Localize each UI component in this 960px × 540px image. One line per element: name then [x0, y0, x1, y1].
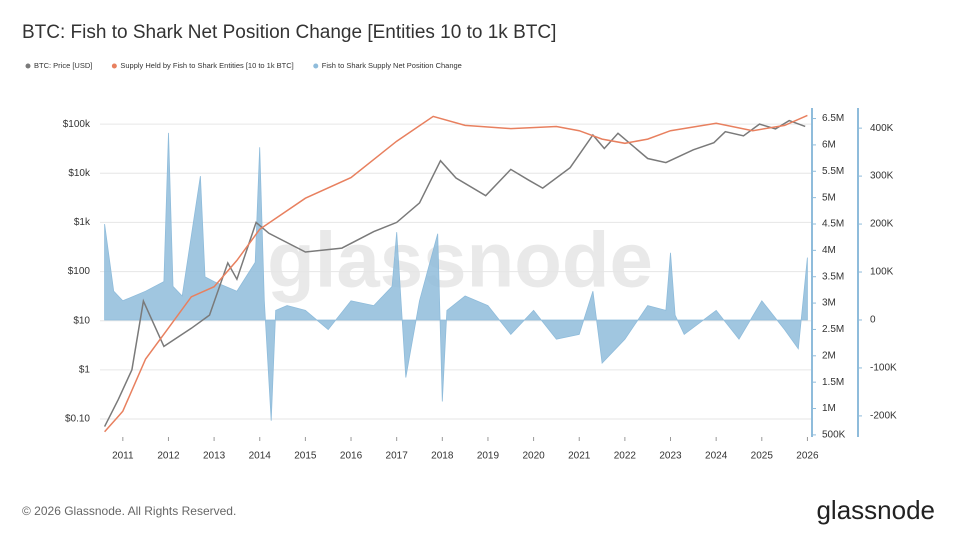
x-tick-label: 2023	[659, 451, 682, 462]
x-tick-label: 2012	[157, 451, 180, 462]
y2-tick-label: 2.5M	[822, 324, 844, 335]
y-tick-label: $1k	[74, 217, 91, 228]
y-tick-label: $10k	[68, 168, 91, 179]
y2-tick-label: 4.5M	[822, 219, 844, 230]
x-tick-label: 2011	[112, 451, 134, 462]
y3-tick-label: -100K	[870, 363, 897, 374]
x-tick-label: 2020	[522, 451, 545, 462]
x-tick-label: 2014	[249, 451, 272, 462]
y-tick-label: $100k	[63, 119, 91, 130]
y-tick-label: $10	[73, 315, 90, 326]
y-tick-label: $100	[68, 266, 91, 277]
y-tick-label: $1	[79, 364, 91, 375]
x-tick-label: 2019	[477, 451, 500, 462]
series-line	[103, 119, 806, 427]
legend-label: Supply Held by Fish to Shark Entities [1…	[120, 61, 293, 70]
y2-tick-label: 1M	[822, 403, 836, 414]
x-tick-label: 2018	[431, 451, 454, 462]
legend-swatch	[25, 63, 31, 69]
legend-label: BTC: Price [USD]	[34, 61, 92, 70]
y2-tick-label: 3M	[822, 298, 836, 309]
y3-tick-label: 300K	[870, 171, 894, 182]
x-tick-label: 2017	[386, 451, 409, 462]
legend-label: Fish to Shark Supply Net Position Change	[322, 61, 462, 70]
y3-tick-label: 0	[870, 315, 876, 326]
y3-tick-label: 200K	[870, 219, 894, 230]
y2-tick-label: 3.5M	[822, 271, 844, 282]
y2-tick-label: 5.5M	[822, 166, 844, 177]
y3-tick-label: 100K	[870, 267, 894, 278]
x-tick-label: 2021	[568, 451, 591, 462]
y2-tick-label: 1.5M	[822, 377, 844, 388]
y2-tick-label: 4M	[822, 245, 836, 256]
chart-title: BTC: Fish to Shark Net Position Change […	[22, 22, 556, 43]
y3-tick-label: -200K	[870, 411, 897, 422]
y2-tick-label: 6.5M	[822, 113, 844, 124]
x-tick-label: 2022	[614, 451, 637, 462]
y3-tick-label: 400K	[870, 123, 894, 134]
watermark: glassnode	[267, 216, 653, 304]
legend-swatch	[111, 63, 117, 69]
footer: © 2026 Glassnode. All Rights Reserved.	[22, 504, 236, 518]
legend: BTC: Price [USD] Supply Held by Fish to S…	[25, 61, 462, 70]
y2-tick-label: 5M	[822, 192, 836, 203]
x-tick-label: 2015	[294, 451, 317, 462]
y-tick-label: $0.10	[65, 414, 90, 425]
x-tick-label: 2026	[796, 451, 819, 462]
series-line	[104, 114, 808, 433]
x-tick-label: 2013	[203, 451, 226, 462]
series-area	[104, 132, 808, 421]
x-tick-label: 2024	[705, 451, 728, 462]
y2-tick-label: 2M	[822, 350, 836, 361]
y2-tick-label: 6M	[822, 140, 836, 151]
logo: glassnode	[816, 495, 935, 525]
x-tick-label: 2016	[340, 451, 363, 462]
y2-tick-label: 500K	[822, 430, 846, 441]
x-tick-label: 2025	[751, 451, 774, 462]
legend-swatch	[313, 63, 319, 69]
